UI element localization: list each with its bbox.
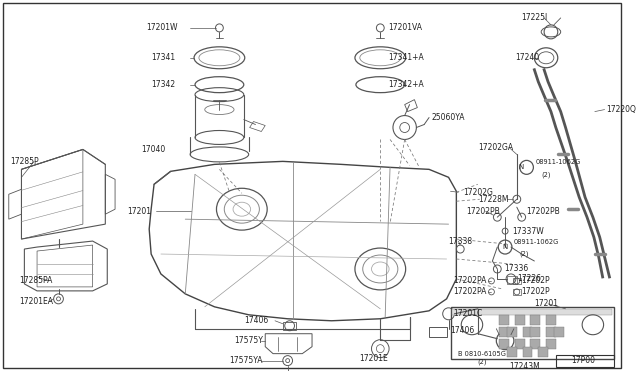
Bar: [523, 327, 532, 337]
Text: 17285P: 17285P: [10, 157, 38, 166]
Bar: [513, 289, 521, 295]
Text: N: N: [502, 244, 508, 250]
Bar: [531, 315, 540, 325]
Bar: [515, 315, 525, 325]
Text: 17202PB: 17202PB: [527, 207, 560, 216]
Text: 08911-1062G: 08911-1062G: [535, 159, 580, 166]
Text: 17201W: 17201W: [147, 23, 178, 32]
Text: 17P00: 17P00: [571, 356, 595, 365]
Text: 17342+A: 17342+A: [388, 80, 424, 89]
Text: 17406: 17406: [451, 326, 475, 335]
Text: 17202PA: 17202PA: [453, 276, 487, 285]
Bar: [531, 339, 540, 349]
Bar: [499, 339, 509, 349]
Text: 17240: 17240: [515, 53, 539, 62]
Text: 17228M: 17228M: [478, 195, 508, 204]
Text: 17202PA: 17202PA: [453, 288, 487, 296]
Text: 17336: 17336: [504, 264, 529, 273]
Bar: [546, 327, 556, 337]
Text: 17342: 17342: [151, 80, 175, 89]
Text: 08911-1062G: 08911-1062G: [514, 239, 559, 245]
Bar: [283, 322, 296, 330]
Text: 17220Q: 17220Q: [607, 105, 636, 114]
Text: B 0810-6105G: B 0810-6105G: [458, 351, 506, 357]
Text: 17226: 17226: [517, 275, 541, 283]
Text: 17575Y: 17575Y: [234, 336, 263, 345]
Text: 17341+A: 17341+A: [388, 53, 424, 62]
Bar: [499, 327, 509, 337]
Text: (2): (2): [478, 358, 487, 365]
Bar: [429, 327, 447, 337]
Text: 17225I: 17225I: [522, 13, 548, 22]
Text: (2): (2): [520, 251, 529, 257]
Text: 17202PB: 17202PB: [466, 207, 500, 216]
Bar: [451, 307, 614, 359]
Text: 17202G: 17202G: [463, 188, 493, 197]
Text: 17285PA: 17285PA: [19, 276, 53, 285]
Text: 17406: 17406: [244, 316, 268, 325]
Text: 17201E: 17201E: [359, 354, 388, 363]
Bar: [499, 315, 509, 325]
Text: N: N: [518, 164, 524, 170]
Text: 25060YA: 25060YA: [431, 113, 465, 122]
Text: 17201EA: 17201EA: [19, 297, 54, 307]
Text: 17341: 17341: [151, 53, 175, 62]
Text: 17338: 17338: [449, 237, 473, 246]
Text: 17243M: 17243M: [509, 362, 540, 371]
Bar: [538, 347, 548, 357]
Bar: [452, 309, 612, 315]
Text: 17201VA: 17201VA: [388, 23, 422, 32]
Text: 17337W: 17337W: [512, 227, 544, 235]
Bar: [531, 327, 540, 337]
Text: 17201: 17201: [127, 207, 151, 216]
Bar: [556, 355, 614, 366]
Bar: [523, 347, 532, 357]
Text: 17202P: 17202P: [522, 288, 550, 296]
Bar: [546, 339, 556, 349]
Bar: [507, 276, 517, 284]
Bar: [507, 327, 517, 337]
Bar: [546, 315, 556, 325]
Bar: [513, 278, 521, 284]
Bar: [515, 339, 525, 349]
Bar: [554, 327, 564, 337]
Text: 17202GA: 17202GA: [478, 143, 513, 152]
Bar: [507, 347, 517, 357]
Text: 17575YA: 17575YA: [229, 356, 262, 365]
Text: 17040: 17040: [141, 145, 166, 154]
Text: 17201C: 17201C: [453, 309, 483, 318]
Text: 17201: 17201: [534, 299, 558, 308]
Text: (2): (2): [541, 171, 550, 177]
Text: 17202P: 17202P: [522, 276, 550, 285]
